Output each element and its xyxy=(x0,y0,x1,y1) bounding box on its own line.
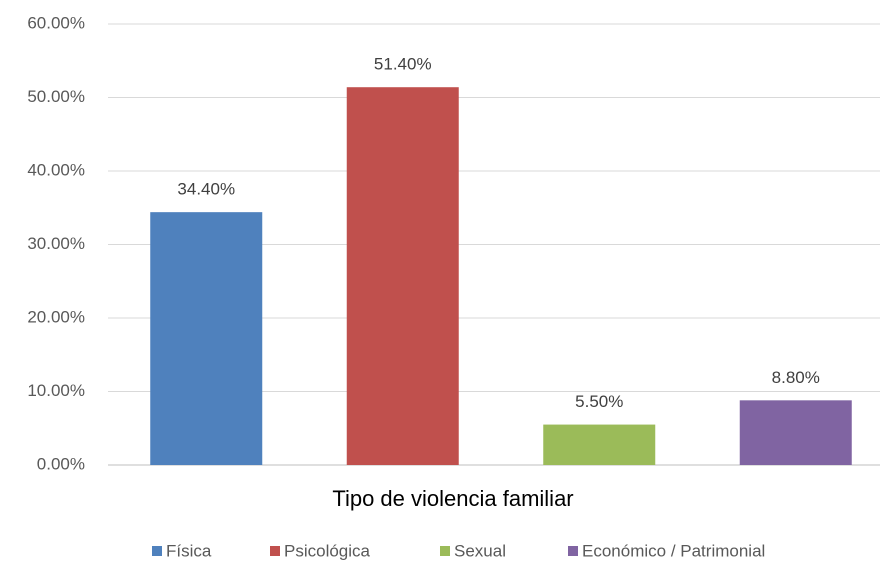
x-axis-title: Tipo de violencia familiar xyxy=(332,486,573,511)
legend-label: Económico / Patrimonial xyxy=(582,541,765,560)
legend-swatch xyxy=(270,546,280,556)
data-label: 34.40% xyxy=(177,180,235,199)
legend-label: Sexual xyxy=(454,541,506,560)
y-tick-label: 60.00% xyxy=(27,13,85,32)
data-label: 5.50% xyxy=(575,392,623,411)
y-tick-label: 0.00% xyxy=(37,454,85,473)
bar xyxy=(150,212,263,465)
legend-label: Física xyxy=(166,541,212,560)
data-label: 51.40% xyxy=(374,55,432,74)
y-tick-label: 50.00% xyxy=(27,87,85,106)
bar xyxy=(346,87,459,466)
legend-swatch xyxy=(440,546,450,556)
legend-swatch xyxy=(152,546,162,556)
legend-swatch xyxy=(568,546,578,556)
bar xyxy=(739,400,852,465)
y-tick-label: 10.00% xyxy=(27,381,85,400)
y-tick-label: 30.00% xyxy=(27,234,85,253)
y-tick-label: 20.00% xyxy=(27,307,85,326)
y-tick-label: 40.00% xyxy=(27,160,85,179)
legend-label: Psicológica xyxy=(284,541,371,560)
data-label: 8.80% xyxy=(772,368,820,387)
bar xyxy=(543,424,656,465)
